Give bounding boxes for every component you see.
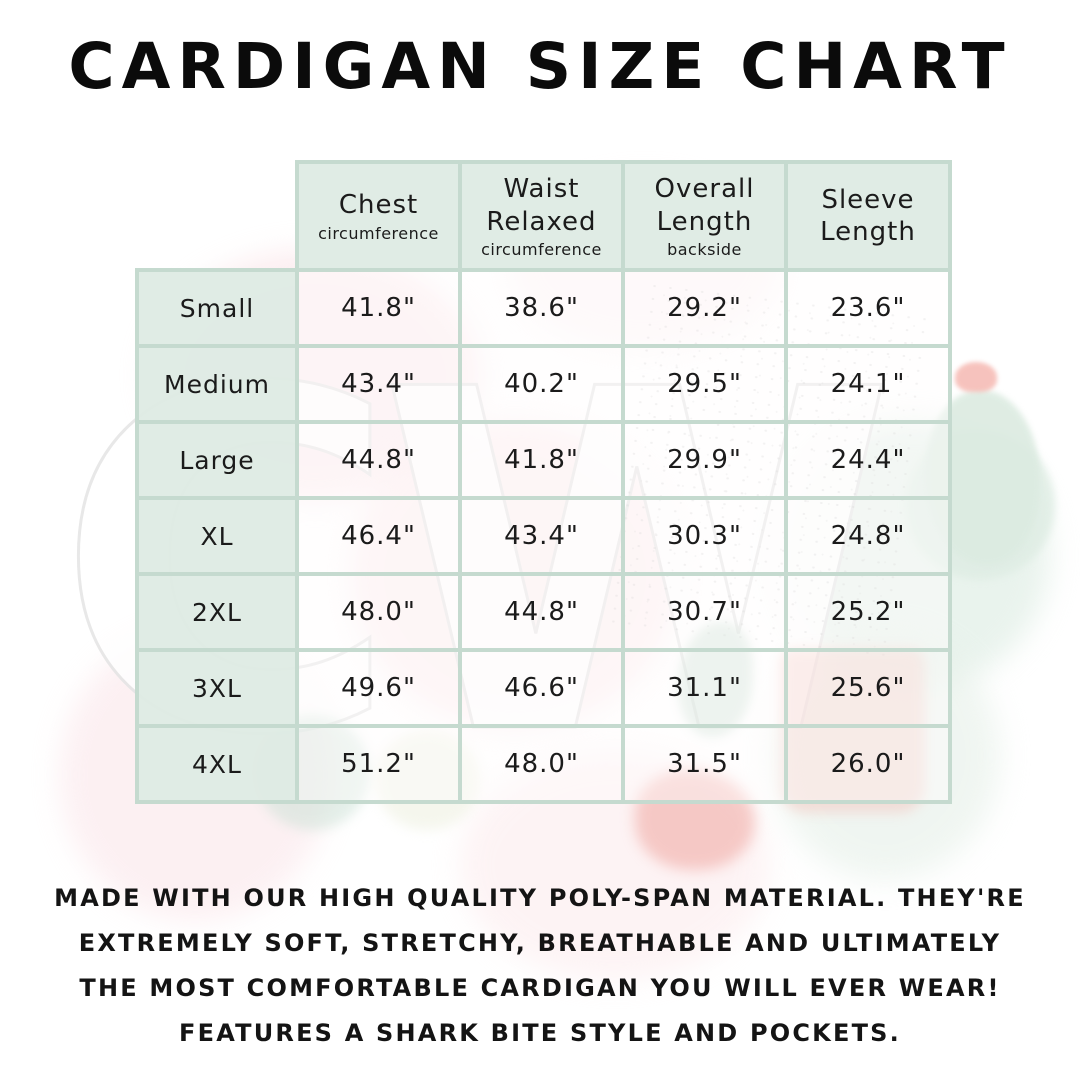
column-header-sleeve-length: Sleeve Length: [784, 160, 952, 272]
size-value-cell: 44.8": [458, 572, 625, 652]
product-description: MADE WITH OUR HIGH QUALITY POLY-SPAN MAT…: [54, 884, 1026, 1048]
size-value-cell: 51.2": [295, 724, 462, 804]
size-row-label: Large: [135, 420, 299, 500]
page-title: CARDIGAN SIZE CHART: [68, 30, 1012, 103]
cactus-flower-icon: [955, 362, 997, 392]
column-sublabel: circumference: [481, 240, 602, 259]
size-row-label: XL: [135, 496, 299, 576]
size-value-cell: 43.4": [458, 496, 625, 576]
size-value-cell: 26.0": [784, 724, 952, 804]
size-value-cell: 38.6": [458, 268, 625, 348]
table-row: 3XL 49.6" 46.6" 31.1" 25.6": [135, 648, 952, 728]
size-value-cell: 44.8": [295, 420, 462, 500]
size-value-cell: 30.7": [621, 572, 788, 652]
table-row: 4XL 51.2" 48.0" 31.5" 26.0": [135, 724, 952, 804]
size-value-cell: 24.4": [784, 420, 952, 500]
size-row-label: 2XL: [135, 572, 299, 652]
size-value-cell: 31.5": [621, 724, 788, 804]
size-value-cell: 30.3": [621, 496, 788, 576]
column-header-waist-relaxed: Waist Relaxed circumference: [458, 160, 625, 272]
size-value-cell: 46.6": [458, 648, 625, 728]
size-value-cell: 46.4": [295, 496, 462, 576]
size-value-cell: 49.6": [295, 648, 462, 728]
column-sublabel: circumference: [318, 223, 439, 243]
column-label: Waist Relaxed: [486, 174, 597, 237]
size-value-cell: 25.2": [784, 572, 952, 652]
header-row: Chest circumference Waist Relaxed circum…: [137, 160, 952, 272]
table-row: 2XL 48.0" 44.8" 30.7" 25.2": [135, 572, 952, 652]
size-value-cell: 24.8": [784, 496, 952, 576]
size-row-label: Medium: [135, 344, 299, 424]
size-value-cell: 31.1": [621, 648, 788, 728]
size-value-cell: 29.5": [621, 344, 788, 424]
size-value-cell: 23.6": [784, 268, 952, 348]
size-value-cell: 40.2": [458, 344, 625, 424]
column-header-chest: Chest circumference: [295, 160, 462, 272]
size-value-cell: 48.0": [295, 572, 462, 652]
size-value-cell: 41.8": [458, 420, 625, 500]
size-value-cell: 29.9": [621, 420, 788, 500]
size-value-cell: 25.6": [784, 648, 952, 728]
size-row-label: Small: [135, 268, 299, 348]
size-chart-table: Chest circumference Waist Relaxed circum…: [135, 160, 952, 804]
table-row: XL 46.4" 43.4" 30.3" 24.8": [135, 496, 952, 576]
size-row-label: 3XL: [135, 648, 299, 728]
corner-cell: [137, 162, 297, 270]
size-value-cell: 29.2": [621, 268, 788, 348]
column-sublabel: backside: [667, 240, 742, 259]
size-row-label: 4XL: [135, 724, 299, 804]
size-value-cell: 48.0": [458, 724, 625, 804]
table-row: Small 41.8" 38.6" 29.2" 23.6": [135, 268, 952, 348]
column-label: Sleeve Length: [820, 184, 916, 248]
size-value-cell: 24.1": [784, 344, 952, 424]
table-row: Medium 43.4" 40.2" 29.5" 24.1": [135, 344, 952, 424]
column-label: Overall Length: [654, 174, 755, 237]
size-value-cell: 41.8": [295, 268, 462, 348]
size-value-cell: 43.4": [295, 344, 462, 424]
column-label: Chest: [338, 190, 419, 221]
column-header-overall-length: Overall Length backside: [621, 160, 788, 272]
table-row: Large 44.8" 41.8" 29.9" 24.4": [135, 420, 952, 500]
